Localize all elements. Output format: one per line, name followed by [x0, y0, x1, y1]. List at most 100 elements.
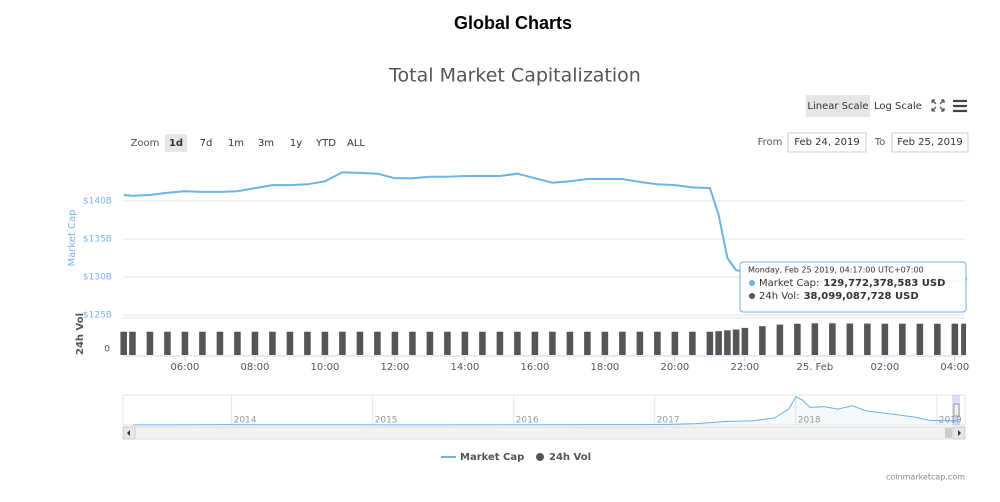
volume-bar	[479, 331, 486, 355]
to-label: To	[874, 137, 886, 148]
zoom-button[interactable]: 1d	[169, 138, 183, 149]
menu-icon[interactable]	[953, 99, 967, 113]
x-tick-label: 22:00	[730, 362, 759, 373]
volume-bar	[286, 331, 294, 355]
legend-label[interactable]: Market Cap	[460, 452, 524, 463]
volume-bar	[199, 331, 206, 355]
chart-title: Total Market Capitalization	[388, 65, 641, 87]
scroll-arrow	[958, 430, 961, 436]
fullscreen-icon[interactable]	[931, 99, 945, 112]
volume-bar	[741, 327, 749, 355]
x-tick-label: 06:00	[171, 362, 200, 373]
volume-bar	[671, 331, 679, 355]
volume-bar	[619, 331, 626, 355]
scrollbar-thumb[interactable]	[945, 428, 952, 438]
page-title: Global Charts	[454, 13, 572, 33]
x-tick-label: 04:00	[940, 362, 969, 373]
volume-bar	[706, 331, 714, 355]
y-tick-label: $140B	[83, 197, 112, 207]
y-tick-label: $135B	[83, 235, 112, 245]
navigator-tick-label: 2018	[798, 416, 821, 426]
navigator-tick-label: 2016	[516, 416, 539, 426]
navigator-tick-label: 2017	[657, 416, 680, 426]
volume-bar	[304, 331, 311, 355]
volume-bar	[934, 323, 941, 355]
navigator-tick-label: 2014	[234, 416, 257, 426]
tooltip-bullet	[749, 280, 755, 286]
tooltip-value: 129,772,378,583 USD	[823, 278, 945, 289]
y-axis-title: Market Cap	[67, 209, 78, 266]
volume-bar	[269, 331, 276, 355]
volume-bar	[846, 323, 854, 355]
volume-bar	[391, 331, 399, 355]
navigator-area	[132, 396, 958, 425]
x-tick-label: 20:00	[660, 362, 689, 373]
volume-bar	[181, 331, 189, 355]
x-tick-label: 16:00	[520, 362, 549, 373]
zoom-button-bg[interactable]	[165, 134, 187, 152]
zoom-button[interactable]: YTD	[315, 138, 336, 149]
zoom-button[interactable]: 7d	[200, 138, 213, 149]
volume-bar	[374, 331, 381, 355]
linear-scale-button[interactable]	[806, 95, 870, 117]
volume-bar	[129, 331, 136, 355]
volume-bar	[339, 331, 346, 355]
zoom-button[interactable]: ALL	[347, 138, 365, 149]
scroll-arrow	[127, 430, 130, 436]
tooltip-title: Monday, Feb 25 2019, 04:17:00 UTC+07:00	[748, 266, 924, 275]
from-value[interactable]: Feb 24, 2019	[794, 137, 859, 148]
volume-bar	[951, 323, 959, 355]
volume-bar	[811, 323, 819, 355]
volume-bar	[426, 331, 434, 355]
volume-bar	[732, 329, 740, 355]
tooltip-bullet	[749, 293, 755, 299]
x-tick-label: 08:00	[241, 362, 270, 373]
volume-bar	[409, 331, 416, 355]
y2-axis-title: 24h Vol	[75, 313, 86, 355]
tooltip-value: 38,099,087,728 USD	[804, 291, 919, 302]
volume-bar	[321, 331, 329, 355]
volume-bar	[829, 323, 836, 355]
y-tick-label: $125B	[83, 311, 112, 321]
zoom-button[interactable]: 1y	[290, 138, 302, 149]
navigator-line	[132, 396, 958, 426]
volume-bar	[961, 323, 967, 355]
log-scale-label[interactable]: Log Scale	[874, 101, 922, 112]
to-value[interactable]: Feb 25, 2019	[897, 137, 962, 148]
zoom-button[interactable]: 3m	[258, 138, 274, 149]
volume-bar	[601, 331, 609, 355]
from-input[interactable]	[787, 132, 867, 153]
scrollbar[interactable]	[122, 426, 966, 440]
navigator-tick-label: 2015	[375, 416, 398, 426]
navigator-frame	[122, 394, 966, 426]
linear-scale-label[interactable]: Linear Scale	[807, 101, 868, 112]
volume-bar	[496, 331, 504, 355]
volume-bar	[864, 323, 871, 355]
navigator-handle[interactable]	[953, 403, 960, 417]
legend-symbol	[536, 453, 544, 461]
volume-bar	[881, 323, 889, 355]
volume-bar	[636, 331, 644, 355]
x-tick-label: 10:00	[311, 362, 340, 373]
volume-bar	[654, 331, 661, 355]
volume-bar	[776, 324, 784, 355]
volume-bar	[566, 331, 574, 355]
x-tick-label: 12:00	[381, 362, 410, 373]
legend-label[interactable]: 24h Vol	[549, 452, 591, 463]
volume-bar	[759, 326, 766, 355]
volume-bar	[514, 331, 521, 355]
from-label: From	[758, 137, 783, 148]
tooltip-label: Market Cap:	[759, 278, 819, 289]
to-input[interactable]	[891, 132, 969, 153]
volume-bar	[164, 331, 171, 355]
x-tick-label: 25. Feb	[796, 362, 833, 373]
y2-tick-label: 0	[104, 345, 110, 355]
volume-bar	[146, 331, 154, 355]
tooltip-box	[739, 261, 967, 313]
volume-bar	[251, 331, 259, 355]
zoom-button[interactable]: 1m	[228, 138, 244, 149]
volume-bar	[356, 331, 364, 355]
x-tick-label: 18:00	[590, 362, 619, 373]
volume-bar	[549, 331, 556, 355]
volume-bar	[794, 323, 801, 355]
